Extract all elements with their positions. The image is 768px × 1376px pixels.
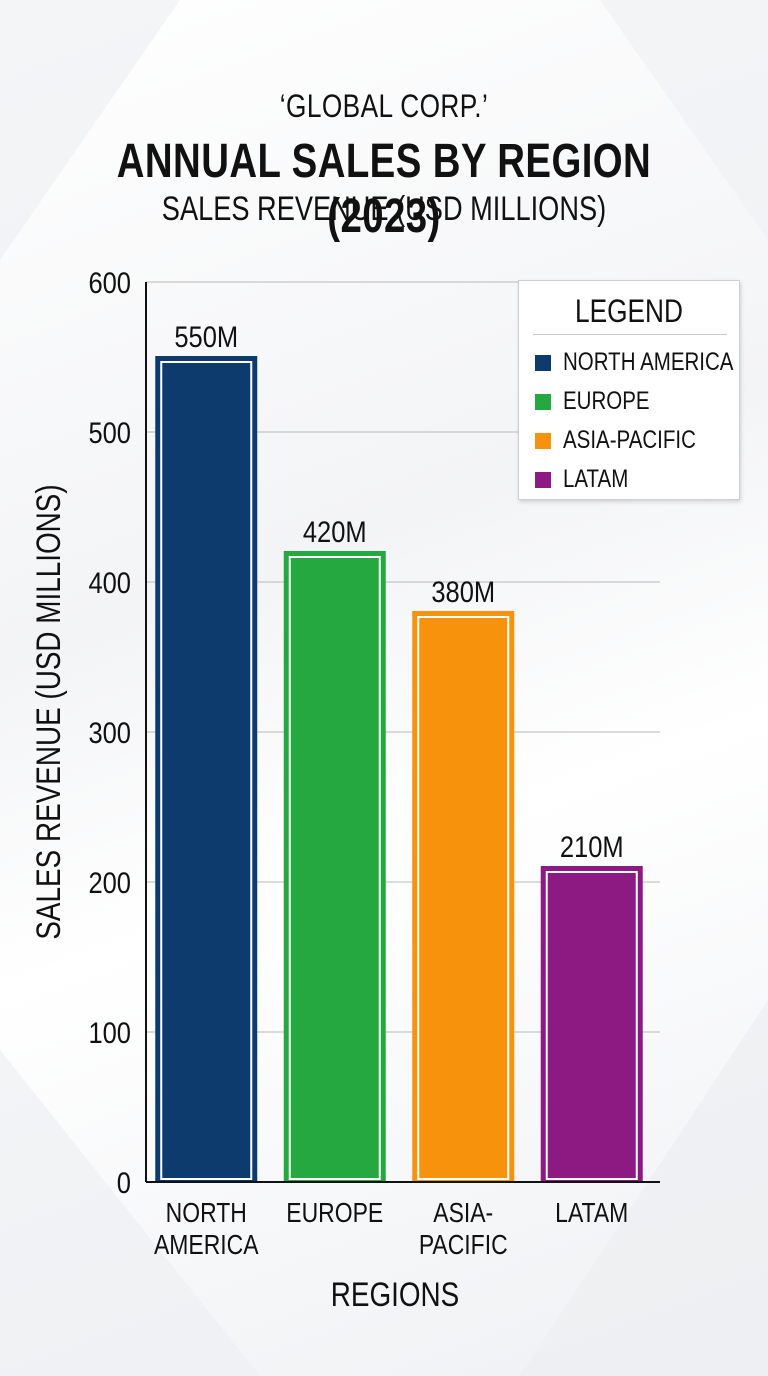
- legend-item-latam: LATAM: [519, 460, 739, 499]
- bar: [540, 866, 643, 1183]
- value-label: 210M: [560, 830, 624, 863]
- value-label: 380M: [431, 575, 495, 608]
- x-tick-label: PACIFIC: [419, 1230, 508, 1261]
- legend-swatch: [535, 432, 551, 449]
- y-tick-labels: 0 100 200 300 400 500 600: [88, 266, 131, 1199]
- bar: [412, 611, 515, 1183]
- company-name: ‘GLOBAL CORP.’: [279, 88, 489, 124]
- legend-item-asia-pacific: ASIA-PACIFIC: [519, 421, 739, 460]
- y-tick-label: 300: [88, 716, 131, 749]
- bar: [155, 356, 258, 1183]
- chart-title: ANNUAL SALES BY REGION (2023): [116, 135, 652, 243]
- bar-inner-border: [288, 556, 381, 1180]
- legend-label: EUROPE: [563, 387, 650, 415]
- x-tick-label: ASIA-: [433, 1198, 493, 1229]
- value-label: 550M: [174, 320, 238, 353]
- y-tick-label: 0: [117, 1166, 131, 1199]
- value-label: 420M: [303, 515, 367, 548]
- legend-title: LEGEND: [575, 293, 683, 329]
- x-tick-label: NORTH: [166, 1198, 247, 1229]
- x-tick-label: AMERICA: [154, 1230, 259, 1261]
- legend-label: ASIA-PACIFIC: [563, 426, 696, 454]
- legend-label: NORTH AMERICA: [563, 348, 734, 376]
- legend-swatch: [535, 354, 551, 371]
- y-tick-label: 200: [88, 866, 131, 899]
- bar-inner-border: [417, 616, 510, 1180]
- axes: [145, 282, 660, 1183]
- x-tick-label: EUROPE: [286, 1198, 383, 1229]
- y-tick-label: 500: [88, 416, 131, 449]
- legend: LEGEND NORTH AMERICA EUROPE ASIA-PACIFIC…: [518, 280, 740, 500]
- legend-divider: [533, 334, 727, 335]
- y-tick-label: 400: [88, 566, 131, 599]
- bar-inner-border: [545, 871, 638, 1180]
- bar: [283, 551, 386, 1183]
- y-axis-title: SALES REVENUE (USD MILLIONS): [29, 484, 67, 939]
- value-labels: 550M 420M 380M 210M: [174, 320, 623, 863]
- chart-subtitle: SALES REVENUE (USD MILLIONS): [161, 190, 607, 228]
- legend-swatch: [535, 393, 551, 410]
- x-tick-label: LATAM: [555, 1198, 628, 1229]
- bar-inner-border: [160, 361, 253, 1180]
- legend-label: LATAM: [563, 465, 629, 493]
- legend-item-europe: EUROPE: [519, 382, 739, 421]
- legend-item-north-america: NORTH AMERICA: [519, 343, 739, 382]
- legend-swatch: [535, 471, 551, 488]
- x-axis-title: REGIONS: [331, 1275, 460, 1313]
- y-tick-label: 100: [88, 1016, 131, 1049]
- y-tick-label: 600: [88, 266, 131, 299]
